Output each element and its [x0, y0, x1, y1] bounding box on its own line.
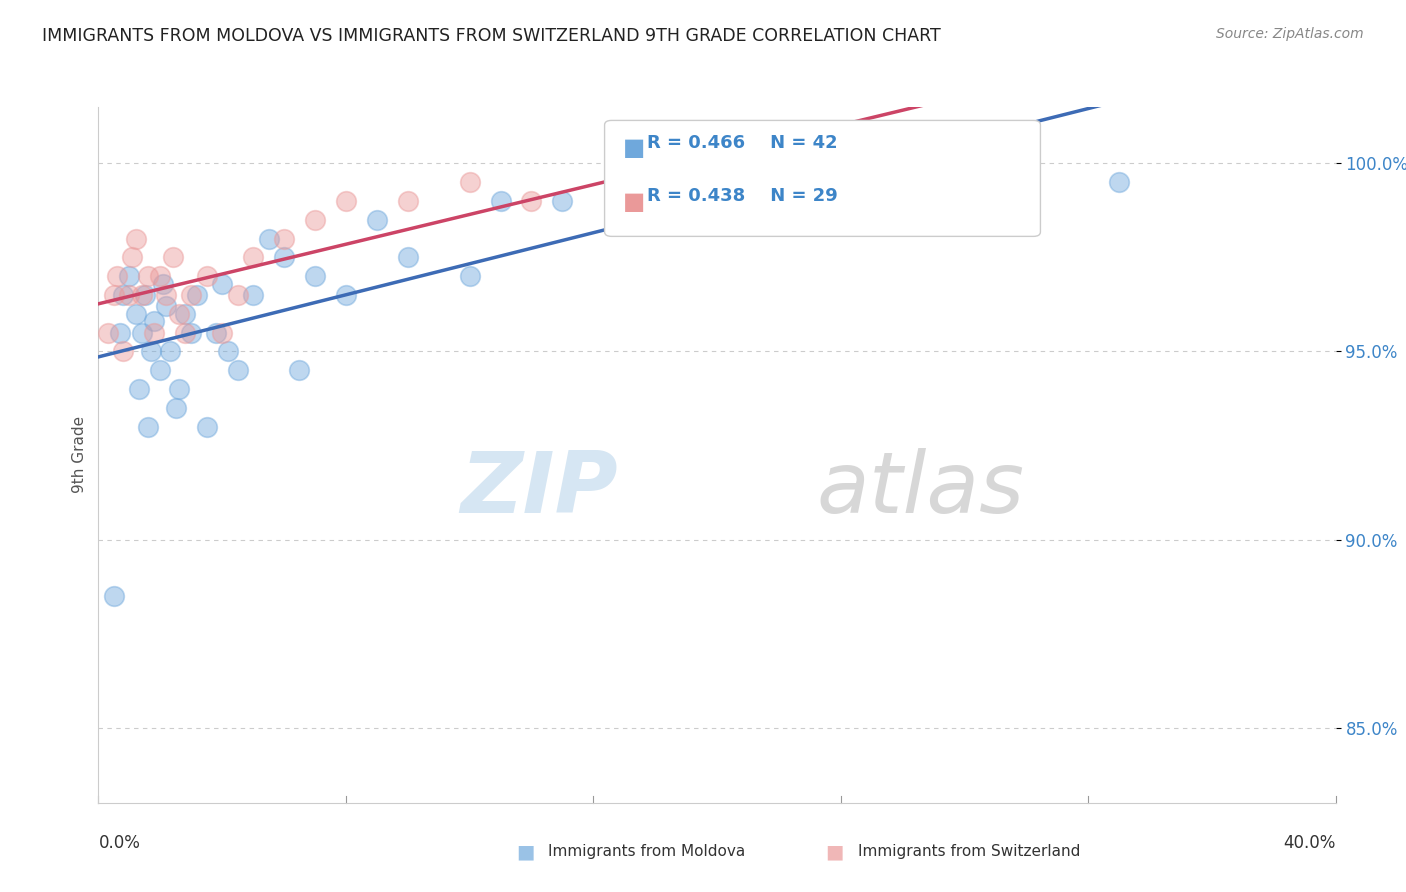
Point [830, 156, 852, 170]
Point [217, 344, 239, 359]
Point [396, 194, 419, 208]
Point [304, 269, 326, 284]
Point [139, 344, 162, 359]
Point [124, 232, 146, 246]
Point [520, 194, 543, 208]
Point [174, 307, 197, 321]
Point [152, 277, 174, 291]
Point [118, 269, 141, 284]
Text: 0.0%: 0.0% [98, 834, 141, 852]
Y-axis label: 9th Grade: 9th Grade [72, 417, 87, 493]
Point [675, 156, 697, 170]
Point [155, 288, 177, 302]
Point [180, 326, 202, 340]
Point [174, 326, 197, 340]
Point [489, 194, 512, 208]
Text: Source: ZipAtlas.com: Source: ZipAtlas.com [1216, 27, 1364, 41]
Point [211, 277, 233, 291]
Point [458, 175, 481, 189]
Text: Immigrants from Switzerland: Immigrants from Switzerland [858, 845, 1080, 859]
Point [226, 363, 249, 377]
Point [211, 326, 233, 340]
Point [165, 401, 187, 415]
Point [366, 212, 388, 227]
Point [242, 288, 264, 302]
Point [304, 212, 326, 227]
Point [103, 288, 125, 302]
Point [242, 251, 264, 265]
Point [136, 419, 159, 434]
Point [288, 363, 311, 377]
Point [162, 251, 184, 265]
Text: R = 0.438    N = 29: R = 0.438 N = 29 [647, 187, 838, 205]
Point [335, 194, 357, 208]
Point [143, 314, 166, 328]
Point [143, 326, 166, 340]
Point [953, 175, 976, 189]
Point [167, 307, 190, 321]
Text: R = 0.466    N = 42: R = 0.466 N = 42 [647, 134, 838, 152]
Point [118, 288, 141, 302]
Point [613, 175, 636, 189]
Point [121, 251, 143, 265]
Point [257, 232, 280, 246]
Text: ■: ■ [516, 842, 534, 862]
Text: ZIP: ZIP [460, 448, 619, 532]
Point [226, 288, 249, 302]
Point [768, 175, 790, 189]
Point [155, 299, 177, 313]
Point [136, 269, 159, 284]
Point [108, 326, 131, 340]
Text: ■: ■ [623, 136, 645, 161]
Point [1108, 175, 1130, 189]
Point [159, 344, 181, 359]
Text: ■: ■ [623, 190, 645, 214]
Point [149, 363, 172, 377]
Point [149, 269, 172, 284]
Point [112, 344, 135, 359]
Text: IMMIGRANTS FROM MOLDOVA VS IMMIGRANTS FROM SWITZERLAND 9TH GRADE CORRELATION CHA: IMMIGRANTS FROM MOLDOVA VS IMMIGRANTS FR… [42, 27, 941, 45]
Text: 40.0%: 40.0% [1284, 834, 1336, 852]
Point [458, 269, 481, 284]
Point [644, 156, 666, 170]
Point [551, 194, 574, 208]
Point [205, 326, 228, 340]
Point [103, 589, 125, 603]
Point [167, 382, 190, 396]
Point [128, 382, 150, 396]
Point [335, 288, 357, 302]
Point [186, 288, 208, 302]
Point [273, 232, 295, 246]
Text: Immigrants from Moldova: Immigrants from Moldova [548, 845, 745, 859]
Text: ■: ■ [825, 842, 844, 862]
Point [396, 251, 419, 265]
Text: atlas: atlas [815, 448, 1024, 532]
Point [195, 419, 218, 434]
Point [195, 269, 218, 284]
Point [134, 288, 156, 302]
Point [891, 137, 914, 152]
Point [97, 326, 120, 340]
Point [124, 307, 146, 321]
Point [131, 326, 153, 340]
Point [105, 269, 128, 284]
Point [273, 251, 295, 265]
Point [180, 288, 202, 302]
Point [768, 137, 790, 152]
Point [112, 288, 135, 302]
Point [131, 288, 153, 302]
